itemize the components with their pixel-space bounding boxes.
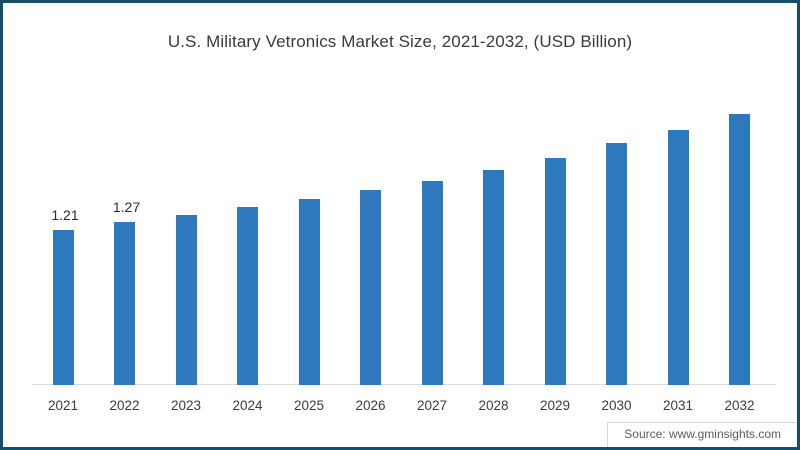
bar-2031 xyxy=(667,130,689,385)
bar-2032 xyxy=(729,114,750,385)
x-tick-label-2022: 2022 xyxy=(109,398,140,413)
bar-2021 xyxy=(52,230,74,385)
x-tick-label-2024: 2024 xyxy=(232,398,263,413)
chart-title: U.S. Military Vetronics Market Size, 202… xyxy=(167,32,633,51)
x-tick-label-2028: 2028 xyxy=(478,398,509,413)
data-label-2021: 1.21 xyxy=(51,207,79,223)
data-label-2022: 1.27 xyxy=(112,199,141,215)
bar-2027 xyxy=(421,181,443,385)
x-tick-label-2026: 2026 xyxy=(355,398,386,413)
x-tick-label-2021: 2021 xyxy=(47,398,79,413)
x-tick-label-2025: 2025 xyxy=(293,398,325,413)
source-credit: Source: www.gminsights.com xyxy=(607,422,797,447)
bar-2030 xyxy=(606,143,627,385)
bar-2025 xyxy=(298,199,320,385)
x-tick-label-2030: 2030 xyxy=(601,398,632,413)
plot-area: 2021 1.21 2022 1.27 2023 2024 2025 2026 2027 2028… xyxy=(3,3,797,447)
x-tick-label-2023: 2023 xyxy=(170,398,202,413)
bar-2023 xyxy=(175,215,197,385)
x-tick-label-2032: 2032 xyxy=(724,398,755,413)
x-axis-line xyxy=(32,384,776,385)
x-tick-label-2027: 2027 xyxy=(416,398,448,413)
x-tick-label-2029: 2029 xyxy=(539,398,571,413)
bar-2028 xyxy=(483,170,504,385)
bar-2026 xyxy=(360,190,381,385)
bar-2029 xyxy=(544,158,566,385)
bar-2024 xyxy=(237,207,258,385)
bar-2022 xyxy=(114,222,135,385)
x-tick-label-2031: 2031 xyxy=(662,398,694,413)
